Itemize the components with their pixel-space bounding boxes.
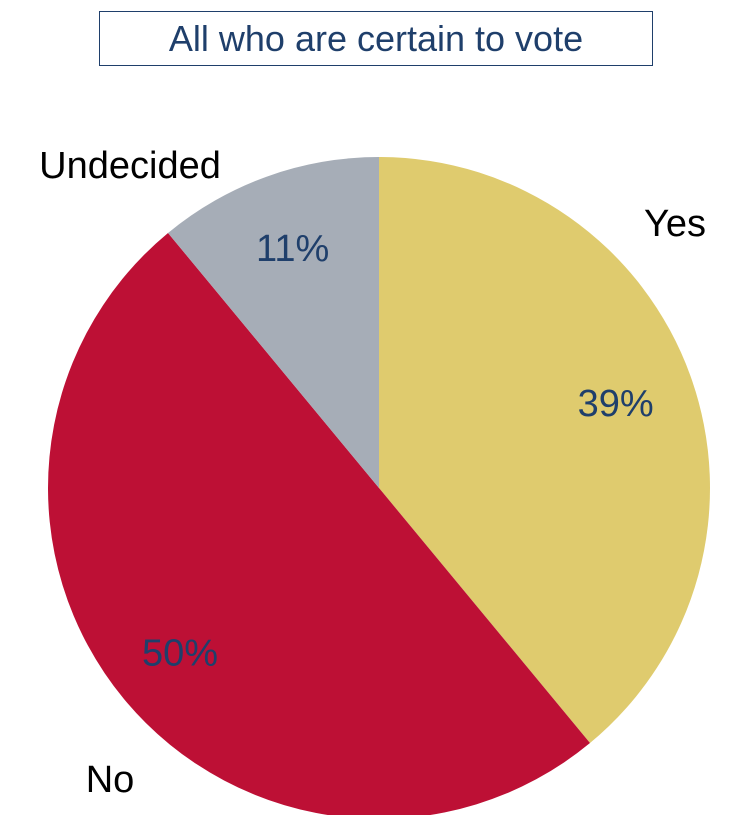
pie-slice-yes	[379, 157, 711, 744]
category-label-yes: Yes	[644, 203, 706, 245]
pie-slice-no	[48, 232, 590, 815]
pie-labels: 39% Yes 50% No 11% Undecided	[39, 145, 706, 801]
value-label-undecided: 11%	[256, 228, 329, 270]
pie-slice-undecided	[168, 157, 379, 488]
category-label-undecided: Undecided	[39, 145, 221, 187]
pie-slices	[48, 157, 711, 815]
category-label-no: No	[86, 759, 135, 801]
value-label-yes: 39%	[578, 383, 654, 425]
chart-title: All who are certain to vote	[99, 11, 653, 66]
value-label-no: 50%	[142, 633, 218, 675]
